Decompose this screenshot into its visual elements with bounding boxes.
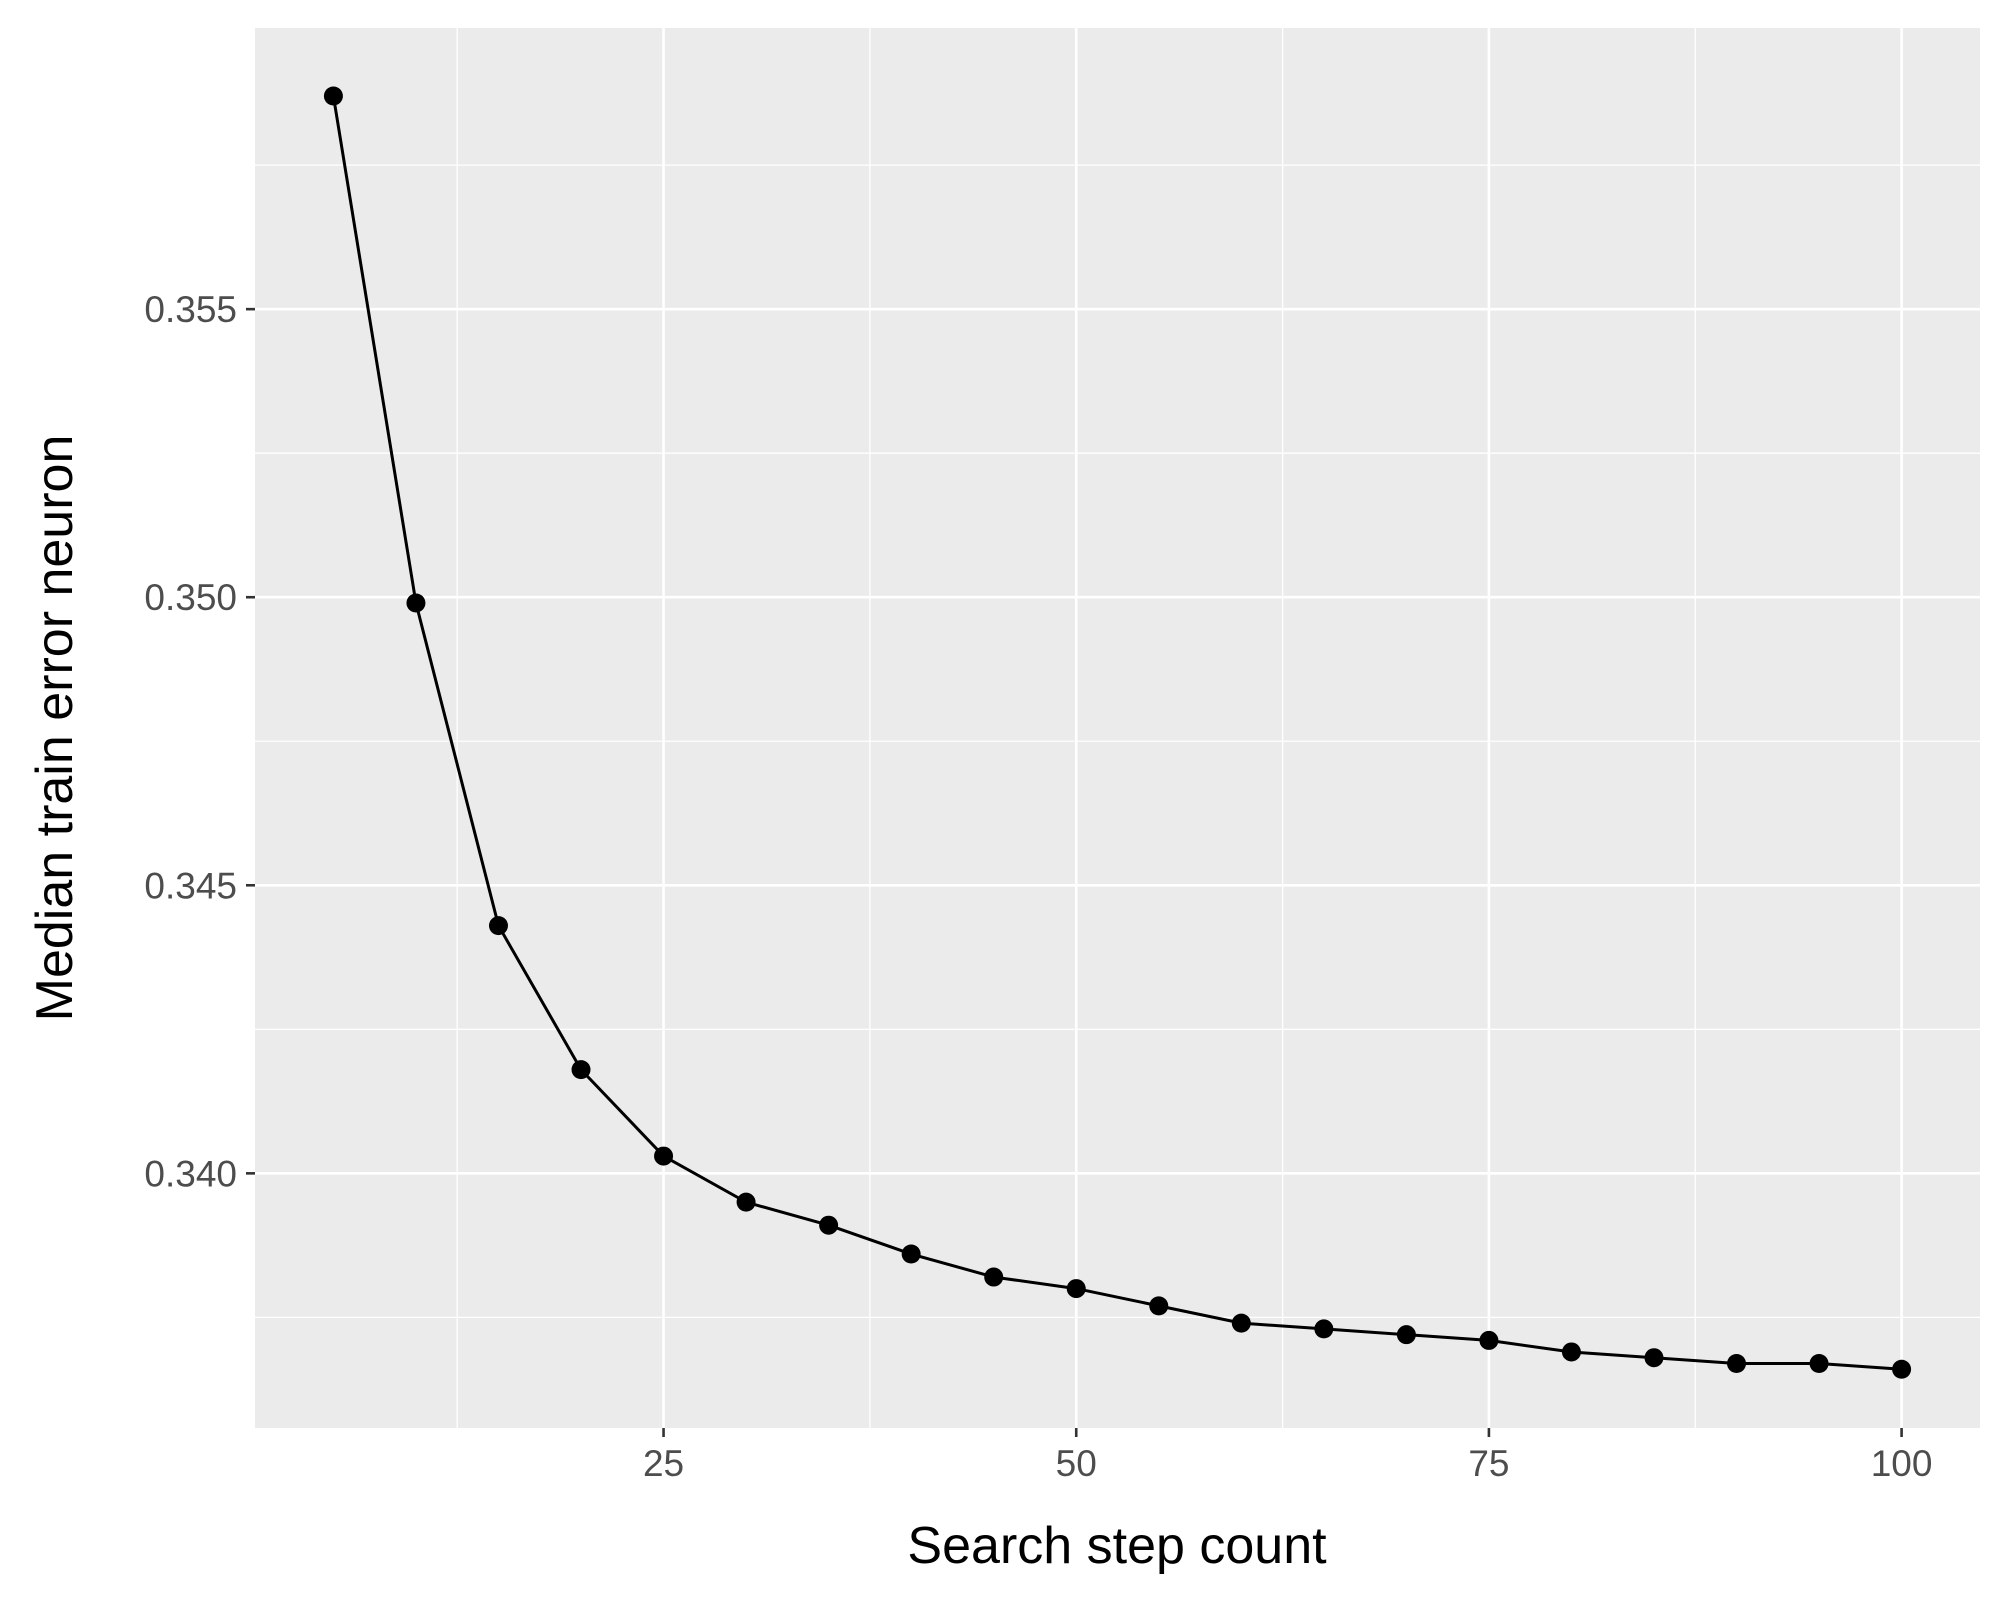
x-axis: 25 50 75 100: [643, 1428, 1932, 1484]
series-layer: [323, 86, 1912, 1379]
data-point: [819, 1215, 839, 1235]
data-point: [1727, 1353, 1747, 1373]
data-point: [1809, 1353, 1829, 1373]
x-tick-label: 75: [1468, 1443, 1509, 1484]
data-point: [984, 1267, 1004, 1287]
major-gridlines: [255, 28, 1980, 1428]
x-tick-label: 25: [643, 1443, 684, 1484]
data-point: [1231, 1313, 1251, 1333]
data-point: [1644, 1348, 1664, 1368]
data-point: [488, 916, 508, 936]
data-point: [1314, 1319, 1334, 1339]
data-point: [736, 1192, 756, 1212]
data-point: [406, 593, 426, 613]
y-axis-title: Median train error neuron: [26, 435, 84, 1022]
minor-gridlines: [255, 28, 1980, 1428]
data-point: [901, 1244, 921, 1264]
x-tick-label: 50: [1056, 1443, 1097, 1484]
data-point: [1066, 1279, 1086, 1299]
x-tick-label: 100: [1871, 1443, 1933, 1484]
data-point: [1149, 1296, 1169, 1316]
data-point: [1396, 1325, 1416, 1345]
data-point: [654, 1146, 674, 1166]
y-tick-label: 0.340: [144, 1153, 237, 1194]
series-line: [331, 95, 1902, 1371]
data-point: [1479, 1330, 1499, 1350]
data-point: [571, 1060, 591, 1080]
y-tick-label: 0.350: [144, 577, 237, 618]
data-point: [323, 86, 343, 106]
y-tick-label: 0.345: [144, 865, 237, 906]
y-tick-label: 0.355: [144, 289, 237, 330]
x-axis-title: Search step count: [907, 1517, 1327, 1575]
data-point: [1561, 1342, 1581, 1362]
data-point: [1892, 1359, 1912, 1379]
y-axis: 0.340 0.345 0.350 0.355: [144, 289, 255, 1194]
plot-panel: [255, 28, 1980, 1428]
